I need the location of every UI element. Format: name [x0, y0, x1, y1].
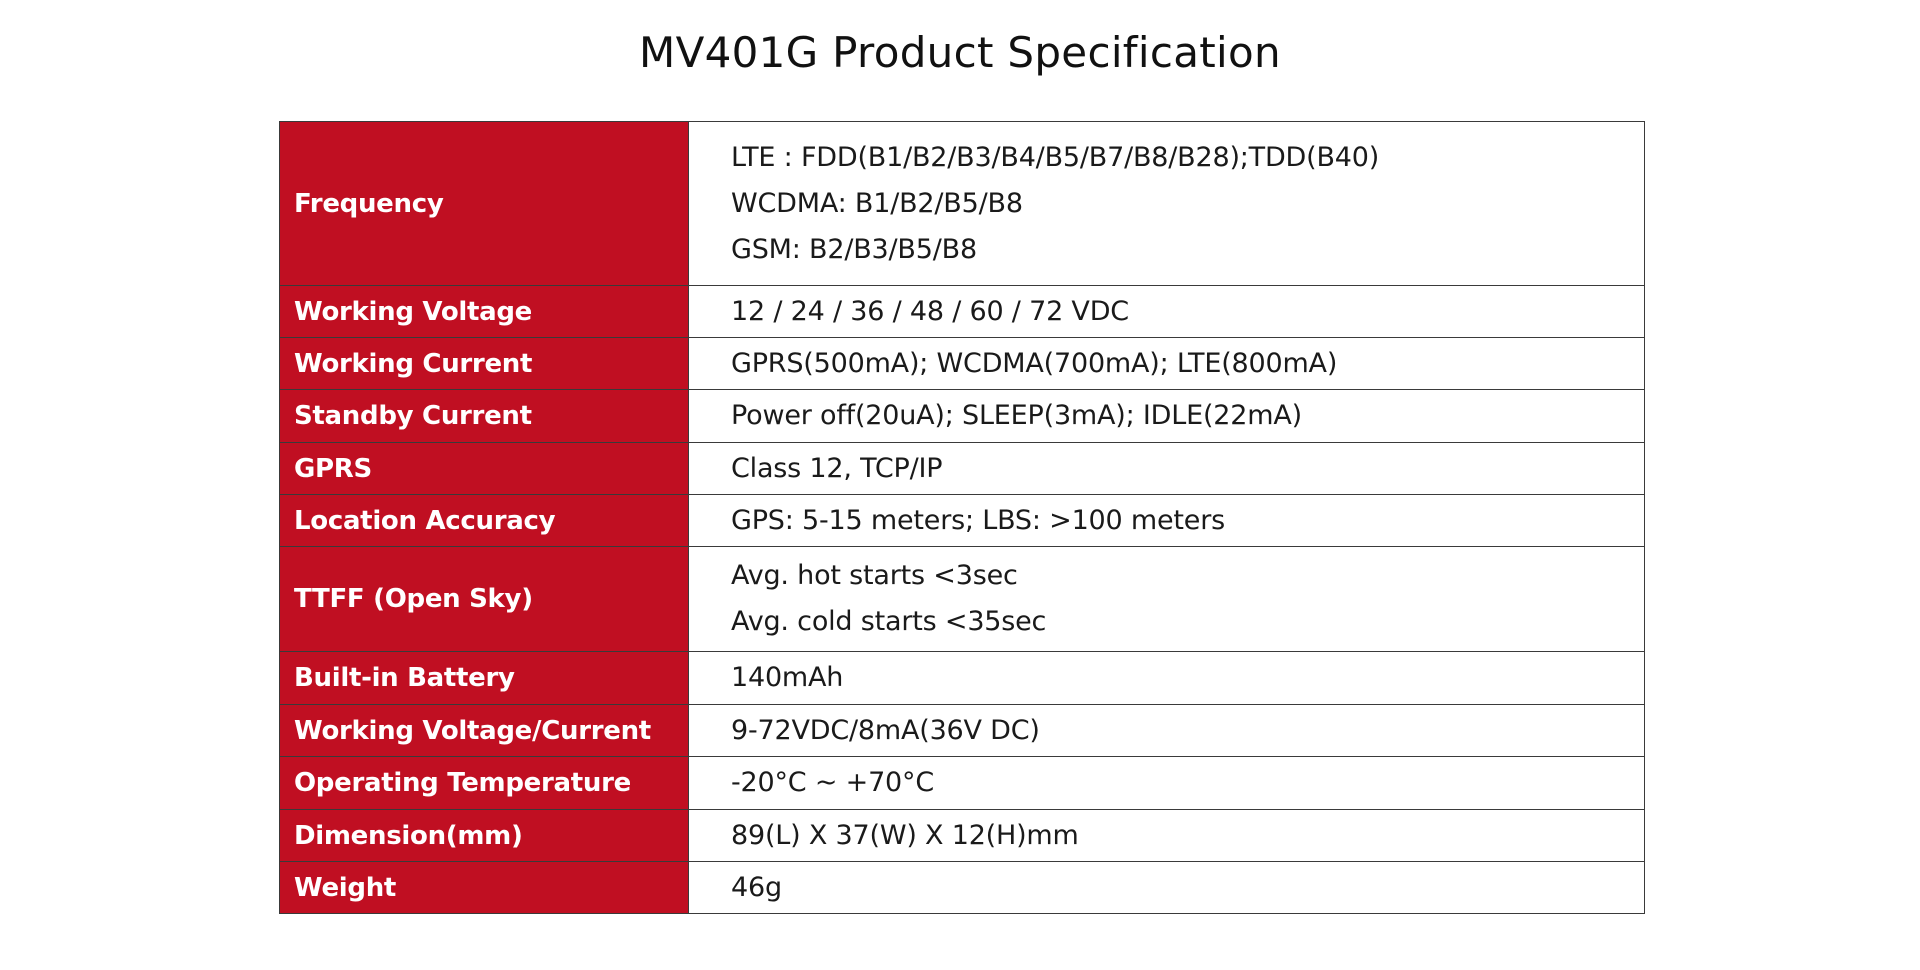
spec-value-line: Avg. cold starts <35sec: [731, 606, 1047, 637]
spec-label: Dimension(mm): [279, 809, 689, 862]
spec-label: Working Voltage/Current: [279, 704, 689, 757]
spec-label: Location Accuracy: [279, 494, 689, 547]
spec-value: -20°C ~ +70°C: [688, 756, 1645, 810]
spec-value: 140mAh: [688, 651, 1645, 705]
spec-value: Class 12, TCP/IP: [688, 442, 1645, 495]
spec-row-location-accuracy: Location Accuracy GPS: 5-15 meters; LBS:…: [279, 494, 1645, 547]
spec-value: 89(L) X 37(W) X 12(H)mm: [688, 809, 1645, 862]
spec-value-line: WCDMA: B1/B2/B5/B8: [731, 187, 1023, 219]
spec-label: Working Voltage: [279, 285, 689, 338]
spec-value: LTE : FDD(B1/B2/B3/B4/B5/B7/B8/B28);TDD(…: [688, 121, 1645, 286]
spec-value-line: 140mAh: [731, 662, 844, 693]
spec-label: Built-in Battery: [279, 651, 689, 705]
spec-value-line: LTE : FDD(B1/B2/B3/B4/B5/B7/B8/B28);TDD(…: [731, 141, 1380, 173]
spec-value-line: GPS: 5-15 meters; LBS: >100 meters: [731, 504, 1225, 536]
spec-value-line: Avg. hot starts <3sec: [731, 560, 1018, 591]
spec-label: Weight: [279, 861, 689, 914]
spec-label: Standby Current: [279, 389, 689, 443]
spec-row-dimension: Dimension(mm) 89(L) X 37(W) X 12(H)mm: [279, 809, 1645, 862]
spec-row-working-voltage: Working Voltage 12 / 24 / 36 / 48 / 60 /…: [279, 285, 1645, 338]
spec-value-line: Class 12, TCP/IP: [731, 452, 943, 484]
spec-value: 9-72VDC/8mA(36V DC): [688, 704, 1645, 757]
spec-value: GPRS(500mA); WCDMA(700mA); LTE(800mA): [688, 337, 1645, 390]
spec-row-frequency: Frequency LTE : FDD(B1/B2/B3/B4/B5/B7/B8…: [279, 121, 1645, 286]
spec-label: TTFF (Open Sky): [279, 546, 689, 652]
spec-row-ttff: TTFF (Open Sky) Avg. hot starts <3sec Av…: [279, 546, 1645, 652]
spec-row-built-in-battery: Built-in Battery 140mAh: [279, 651, 1645, 705]
spec-value-line: 9-72VDC/8mA(36V DC): [731, 714, 1040, 746]
spec-row-working-current: Working Current GPRS(500mA); WCDMA(700mA…: [279, 337, 1645, 390]
page-title: MV401G Product Specification: [639, 28, 1281, 77]
spec-label: Working Current: [279, 337, 689, 390]
spec-value-line: GSM: B2/B3/B5/B8: [731, 233, 977, 265]
spec-table: Frequency LTE : FDD(B1/B2/B3/B4/B5/B7/B8…: [279, 121, 1645, 914]
spec-row-working-voltage-current: Working Voltage/Current 9-72VDC/8mA(36V …: [279, 704, 1645, 757]
spec-row-standby-current: Standby Current Power off(20uA); SLEEP(3…: [279, 389, 1645, 443]
spec-label: Operating Temperature: [279, 756, 689, 810]
spec-value-line: -20°C ~ +70°C: [731, 767, 934, 798]
spec-row-operating-temperature: Operating Temperature -20°C ~ +70°C: [279, 756, 1645, 810]
spec-label: Frequency: [279, 121, 689, 286]
spec-value: 12 / 24 / 36 / 48 / 60 / 72 VDC: [688, 285, 1645, 338]
spec-value: 46g: [688, 861, 1645, 914]
spec-value: Power off(20uA); SLEEP(3mA); IDLE(22mA): [688, 389, 1645, 443]
spec-value-line: 12 / 24 / 36 / 48 / 60 / 72 VDC: [731, 295, 1129, 327]
spec-value-line: 89(L) X 37(W) X 12(H)mm: [731, 819, 1079, 851]
spec-row-weight: Weight 46g: [279, 861, 1645, 914]
spec-value-line: 46g: [731, 871, 782, 903]
spec-row-gprs: GPRS Class 12, TCP/IP: [279, 442, 1645, 495]
spec-value: GPS: 5-15 meters; LBS: >100 meters: [688, 494, 1645, 547]
spec-label: GPRS: [279, 442, 689, 495]
spec-value: Avg. hot starts <3sec Avg. cold starts <…: [688, 546, 1645, 652]
spec-value-line: GPRS(500mA); WCDMA(700mA); LTE(800mA): [731, 347, 1338, 379]
spec-value-line: Power off(20uA); SLEEP(3mA); IDLE(22mA): [731, 400, 1302, 431]
